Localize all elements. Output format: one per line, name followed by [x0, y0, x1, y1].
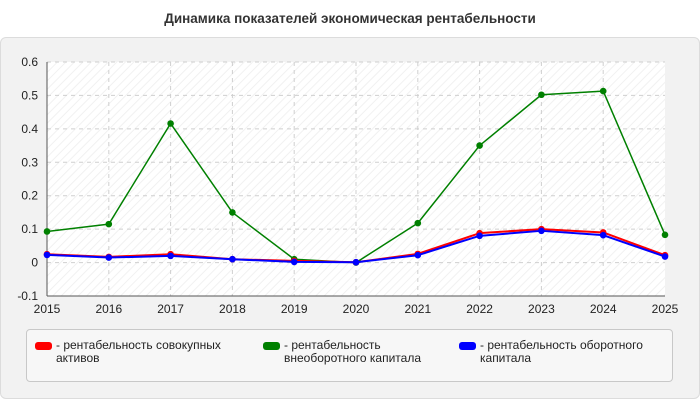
legend-label-series-3: - рентабельность оборотного капитала — [480, 338, 643, 365]
series-3-point — [414, 251, 422, 259]
y-tick-label: 0.2 — [21, 189, 38, 203]
y-tick-label: 0.4 — [21, 122, 38, 136]
series-2-point — [167, 120, 174, 127]
series-2-point — [538, 91, 545, 99]
series-2-point — [599, 87, 607, 95]
series-3-point — [167, 252, 174, 260]
x-tick-label: 2025 — [652, 302, 679, 316]
legend-label-series-2: - рентабельность внеоборотного капитала — [284, 338, 421, 365]
series-2-point — [105, 220, 113, 228]
series-3-point — [290, 258, 298, 266]
series-3-point — [538, 227, 545, 235]
legend-swatch-series-2 — [263, 342, 280, 350]
legend-item-series-1: - рентабельность совокупных активов — [35, 339, 250, 365]
y-tick-label: 0.1 — [21, 222, 38, 236]
legend-item-series-3: - рентабельность оборотного капитала — [459, 339, 669, 365]
series-2-point — [661, 231, 669, 239]
series-3-point — [599, 231, 607, 239]
series-3-point — [229, 255, 236, 263]
x-tick-label: 2015 — [34, 302, 61, 316]
y-tick-label: -0.1 — [17, 289, 38, 303]
series-3-point — [661, 253, 669, 260]
x-tick-label: 2024 — [590, 302, 617, 316]
legend-label-series-1: - рентабельность совокупных активов — [56, 338, 221, 365]
series-2-point — [414, 219, 422, 227]
y-tick-label: 0.3 — [21, 155, 38, 169]
series-3-point — [476, 232, 483, 240]
y-tick-label: 0.6 — [21, 55, 38, 69]
chart-legend: - рентабельность совокупных активов - ре… — [26, 329, 673, 382]
series-2-point — [229, 209, 236, 216]
x-tick-label: 2023 — [528, 302, 555, 316]
x-tick-label: 2016 — [95, 302, 122, 316]
series-2-point — [43, 228, 51, 235]
y-tick-label: 0.5 — [21, 88, 38, 102]
legend-item-series-2: - рентабельность внеоборотного капитала — [263, 339, 453, 365]
x-tick-label: 2021 — [404, 302, 431, 316]
x-tick-label: 2019 — [281, 302, 308, 316]
series-3-point — [105, 254, 113, 261]
chart-title: Динамика показателей экономическая рента… — [164, 11, 536, 26]
x-tick-label: 2020 — [343, 302, 370, 316]
series-2-point — [476, 142, 483, 149]
series-3-point — [352, 258, 360, 266]
x-tick-label: 2017 — [157, 302, 184, 316]
x-tick-label: 2018 — [219, 302, 246, 316]
legend-swatch-series-3 — [459, 342, 476, 350]
series-3-point — [43, 251, 51, 259]
y-tick-label: 0 — [31, 256, 38, 270]
x-tick-label: 2022 — [466, 302, 493, 316]
legend-swatch-series-1 — [35, 342, 52, 350]
